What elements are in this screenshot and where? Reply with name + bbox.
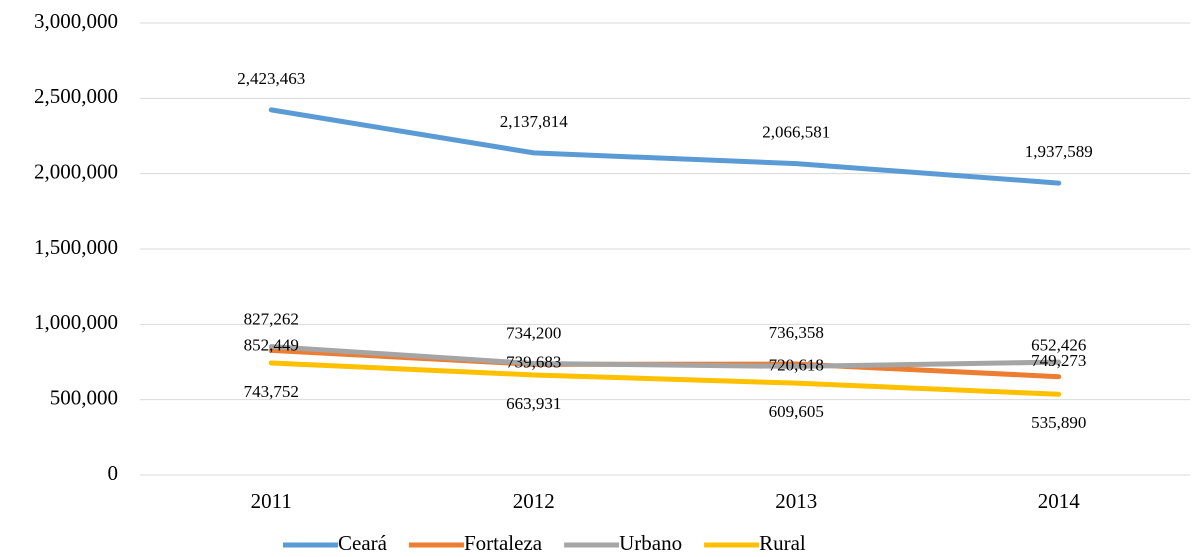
y-tick-label: 2,000,000 — [34, 159, 118, 183]
legend-label: Fortaleza — [464, 531, 543, 555]
data-label: 609,605 — [769, 402, 824, 421]
data-label: 1,937,589 — [1025, 142, 1093, 161]
x-tick-label: 2013 — [775, 489, 817, 513]
y-tick-label: 500,000 — [50, 385, 118, 409]
legend-label: Urbano — [619, 531, 682, 555]
series-line — [268, 344, 1062, 369]
data-label: 852,449 — [244, 335, 299, 354]
y-tick-label: 1,500,000 — [34, 235, 118, 259]
data-label: 736,358 — [769, 323, 824, 342]
series-line — [268, 107, 1062, 186]
data-label: 743,752 — [244, 382, 299, 401]
data-label: 749,273 — [1031, 351, 1086, 370]
data-label: 535,890 — [1031, 413, 1086, 432]
y-tick-label: 1,000,000 — [34, 310, 118, 334]
data-label: 2,423,463 — [237, 69, 305, 88]
data-label: 2,066,581 — [762, 123, 830, 142]
data-label: 827,262 — [244, 309, 299, 328]
data-label: 652,426 — [1031, 336, 1086, 355]
x-tick-label: 2012 — [513, 489, 555, 513]
y-tick-label: 0 — [108, 461, 119, 485]
data-label: 739,683 — [506, 352, 561, 371]
data-label: 734,200 — [506, 323, 561, 342]
y-tick-label: 3,000,000 — [34, 9, 118, 33]
x-tick-label: 2014 — [1038, 489, 1081, 513]
legend-label: Rural — [759, 531, 806, 555]
y-tick-label: 2,500,000 — [34, 84, 118, 108]
x-tick-label: 2011 — [251, 489, 292, 513]
series-line — [268, 360, 1062, 397]
data-label: 2,137,814 — [500, 112, 569, 131]
data-label: 663,931 — [506, 394, 561, 413]
data-label: 720,618 — [769, 355, 824, 374]
legend-label: Ceará — [338, 531, 388, 555]
